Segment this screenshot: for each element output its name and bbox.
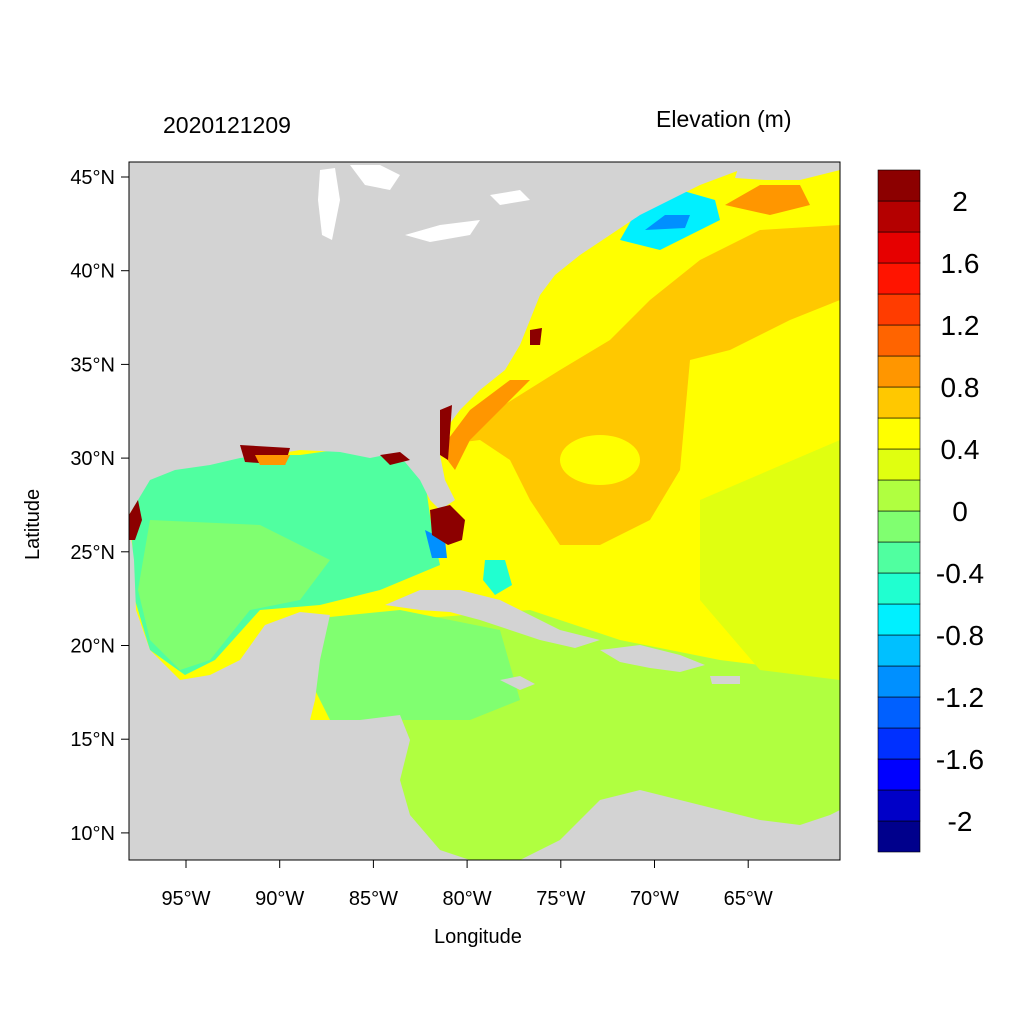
colorbar-label: 1.6 bbox=[941, 248, 980, 279]
lon-tick-label: 90°W bbox=[255, 888, 304, 910]
scotian-shelf-field bbox=[725, 185, 810, 215]
colorbar-swatch bbox=[877, 200, 921, 233]
colorbar-swatch bbox=[877, 820, 921, 853]
cuba bbox=[385, 590, 600, 648]
great-lakes bbox=[318, 165, 530, 242]
colorbar-swatch bbox=[877, 541, 921, 574]
colorbar-swatch bbox=[877, 634, 921, 667]
colorbar-label: 0 bbox=[952, 496, 968, 527]
atlantic-east-field bbox=[700, 440, 840, 680]
lat-tick-label: 15°N bbox=[70, 729, 115, 751]
colorbar-swatch bbox=[877, 696, 921, 729]
colorbar-swatch bbox=[877, 727, 921, 760]
map-plot-area bbox=[129, 162, 840, 860]
longitude-axis: 95°W 90°W 85°W 80°W 75°W 70°W 65°W bbox=[161, 860, 773, 910]
colorbar-swatch bbox=[877, 324, 921, 357]
lat-tick-label: 20°N bbox=[70, 636, 115, 658]
lat-tick-label: 45°N bbox=[70, 167, 115, 189]
plot-frame bbox=[128, 161, 841, 861]
lat-tick-label: 25°N bbox=[70, 542, 115, 564]
colorbar-swatch bbox=[877, 355, 921, 388]
lon-tick-label: 80°W bbox=[443, 888, 492, 910]
yucatan-basin-field bbox=[300, 610, 520, 720]
lat-tick-label: 30°N bbox=[70, 448, 115, 470]
florida-bay-field bbox=[425, 530, 447, 558]
louisiana-surge bbox=[255, 455, 290, 465]
colorbar-swatch bbox=[877, 572, 921, 605]
lat-tick-label: 10°N bbox=[70, 823, 115, 845]
lon-tick-label: 95°W bbox=[161, 888, 210, 910]
colorbar-swatch bbox=[877, 231, 921, 264]
colorbar-swatch bbox=[877, 417, 921, 450]
hispaniola bbox=[600, 645, 705, 672]
colorbar-swatch bbox=[877, 169, 921, 202]
maine-low-field bbox=[645, 215, 690, 230]
north-america bbox=[129, 162, 760, 515]
carolina-surge-field bbox=[440, 380, 530, 470]
colorbar-label: 0.8 bbox=[941, 372, 980, 403]
colorbar-label: -0.4 bbox=[936, 558, 984, 589]
south-america bbox=[520, 790, 840, 860]
canada bbox=[735, 162, 840, 180]
colorbar-swatch bbox=[877, 665, 921, 698]
colorbar-label: -1.6 bbox=[936, 744, 984, 775]
lon-tick-label: 85°W bbox=[349, 888, 398, 910]
atlantic-warm-field bbox=[440, 225, 840, 545]
colorbar-swatch bbox=[877, 293, 921, 326]
colorbar-label: 2 bbox=[952, 186, 968, 217]
colorbar-label: -2 bbox=[948, 806, 973, 837]
colorbar-swatch bbox=[877, 758, 921, 791]
colorbar-swatch bbox=[877, 262, 921, 295]
colorbar-labels: 2 1.6 1.2 0.8 0.4 0 -0.4 -0.8 -1.2 -1.6 -2 bbox=[936, 186, 984, 837]
coastal-surge bbox=[129, 328, 542, 545]
colorbar bbox=[877, 169, 921, 853]
latitude-axis: 45°N 40°N 35°N 30°N 25°N 20°N 15°N 10°N bbox=[70, 167, 129, 845]
land bbox=[129, 162, 840, 860]
gulf-west-field bbox=[138, 520, 330, 670]
colorbar-label: -1.2 bbox=[936, 682, 984, 713]
date-label: 2020121209 bbox=[163, 112, 291, 138]
puerto-rico bbox=[710, 676, 740, 684]
bahamas-field bbox=[483, 560, 512, 595]
colorbar-label: 1.2 bbox=[941, 310, 980, 341]
lon-tick-label: 70°W bbox=[630, 888, 679, 910]
colorbar-label: -0.8 bbox=[936, 620, 984, 651]
central-america bbox=[129, 520, 470, 860]
colorbar-swatch bbox=[877, 448, 921, 481]
lat-tick-label: 35°N bbox=[70, 354, 115, 376]
colorbar-swatch bbox=[877, 386, 921, 419]
lon-tick-label: 75°W bbox=[536, 888, 585, 910]
colorbar-label: 0.4 bbox=[941, 434, 980, 465]
lat-tick-label: 40°N bbox=[70, 261, 115, 283]
colorbar-swatch bbox=[877, 479, 921, 512]
colorbar-swatch bbox=[877, 789, 921, 822]
jamaica bbox=[500, 676, 535, 690]
colorbar-swatch bbox=[877, 510, 921, 543]
lon-tick-label: 65°W bbox=[724, 888, 773, 910]
eddy-center bbox=[560, 435, 640, 485]
variable-label: Elevation (m) bbox=[656, 106, 792, 132]
colorbar-swatch bbox=[877, 603, 921, 636]
x-axis-label: Longitude bbox=[434, 926, 522, 948]
